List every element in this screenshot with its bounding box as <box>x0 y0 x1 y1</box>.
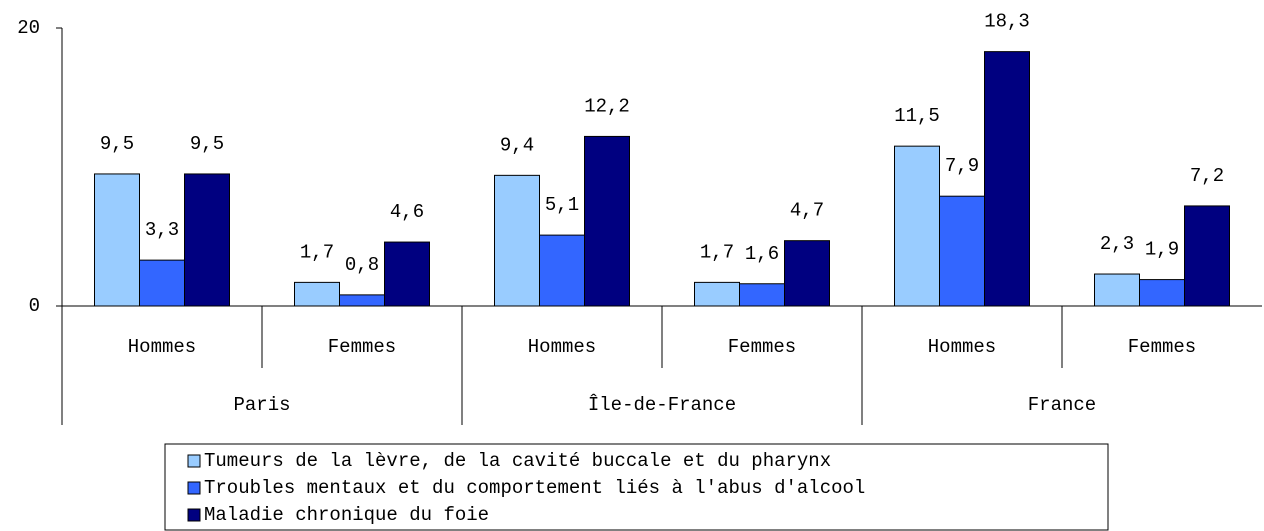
value-label: 4,6 <box>390 201 424 223</box>
bar <box>339 294 385 307</box>
x-tick-label: Hommes <box>528 336 596 358</box>
bar <box>494 174 540 307</box>
value-label: 4,7 <box>790 200 824 222</box>
value-label: 1,6 <box>745 243 779 265</box>
value-label: 5,1 <box>545 194 579 216</box>
bar <box>584 135 630 307</box>
value-label: 3,3 <box>145 219 179 241</box>
value-label: 1,7 <box>700 241 734 263</box>
y-tick-label: 0 <box>29 295 40 317</box>
x-tick-label: Hommes <box>928 336 996 358</box>
y-tick-label: 20 <box>17 17 40 39</box>
bar <box>894 145 940 307</box>
group-label: France <box>1028 394 1096 416</box>
value-label: 7,2 <box>1190 165 1224 187</box>
bar <box>1184 205 1230 307</box>
bar <box>984 51 1030 307</box>
value-label: 1,7 <box>300 241 334 263</box>
value-label: 12,2 <box>584 95 630 117</box>
legend-box <box>164 443 1109 531</box>
value-label: 9,5 <box>190 133 224 155</box>
bar <box>139 259 185 307</box>
value-label: 18,3 <box>984 11 1030 33</box>
legend-label: Tumeurs de la lèvre, de la cavité buccal… <box>204 450 831 472</box>
value-label: 9,4 <box>500 134 534 156</box>
value-label: 1,9 <box>1145 239 1179 261</box>
bar <box>1139 279 1185 307</box>
x-tick-label: Femmes <box>1128 336 1196 358</box>
value-label: 9,5 <box>100 133 134 155</box>
group-label: Paris <box>233 394 290 416</box>
legend-swatch <box>187 454 201 468</box>
x-tick-label: Hommes <box>128 336 196 358</box>
bar <box>1094 273 1140 307</box>
value-label: 11,5 <box>894 105 940 127</box>
bar <box>939 195 985 307</box>
legend-label: Maladie chronique du foie <box>204 504 489 526</box>
bar <box>784 240 830 307</box>
bar <box>539 234 585 307</box>
legend-label: Troubles mentaux et du comportement liés… <box>204 477 865 499</box>
value-label: 2,3 <box>1100 233 1134 255</box>
legend-swatch <box>187 481 201 495</box>
legend-swatch <box>187 508 201 522</box>
bar <box>184 173 230 307</box>
bar <box>384 241 430 307</box>
bar <box>739 283 785 307</box>
bar <box>694 281 740 307</box>
value-label: 7,9 <box>945 155 979 177</box>
bar <box>94 173 140 307</box>
group-label: Île-de-France <box>588 394 736 416</box>
x-tick-label: Femmes <box>328 336 396 358</box>
x-tick-label: Femmes <box>728 336 796 358</box>
bar <box>294 281 340 307</box>
value-label: 0,8 <box>345 254 379 276</box>
